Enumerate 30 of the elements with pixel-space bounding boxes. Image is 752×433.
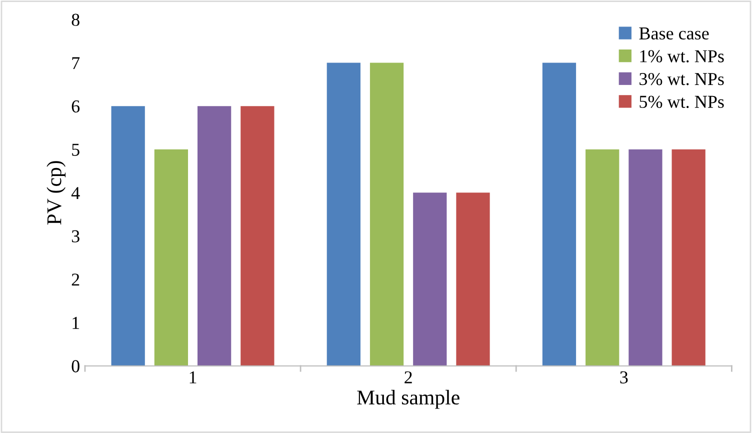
bar (326, 62, 360, 366)
legend-label: 5% wt. NPs (640, 96, 724, 108)
legend-label: 3% wt. NPs (640, 72, 724, 86)
bar (586, 149, 620, 366)
legend-label: Base case (639, 28, 709, 40)
y-tick-label: 0 (72, 360, 80, 372)
y-tick-label: 7 (72, 57, 80, 70)
y-tick-label: 8 (72, 14, 80, 26)
x-axis-title: Mud sample (357, 390, 460, 409)
legend-label: 1% wt. NPs (640, 50, 724, 62)
y-tick-label: 6 (72, 100, 80, 113)
y-axis-title: PV (cp) (46, 161, 66, 225)
bar (672, 149, 706, 366)
y-tick-label: 1 (72, 316, 80, 329)
bar (542, 62, 576, 366)
x-tick-label: 1 (190, 371, 196, 384)
bar (240, 106, 274, 366)
bar (111, 106, 145, 366)
bar (370, 62, 404, 366)
bar (198, 106, 232, 366)
bar (456, 192, 490, 366)
bar (413, 192, 447, 366)
x-tick-label: 3 (620, 371, 628, 384)
x-tick-label: 2 (404, 371, 412, 384)
y-tick-label: 3 (72, 230, 80, 242)
bar (628, 149, 662, 366)
y-tick-label: 5 (72, 144, 80, 156)
y-tick-label: 4 (71, 187, 80, 199)
bar (154, 149, 188, 366)
y-tick-label: 2 (72, 274, 80, 286)
